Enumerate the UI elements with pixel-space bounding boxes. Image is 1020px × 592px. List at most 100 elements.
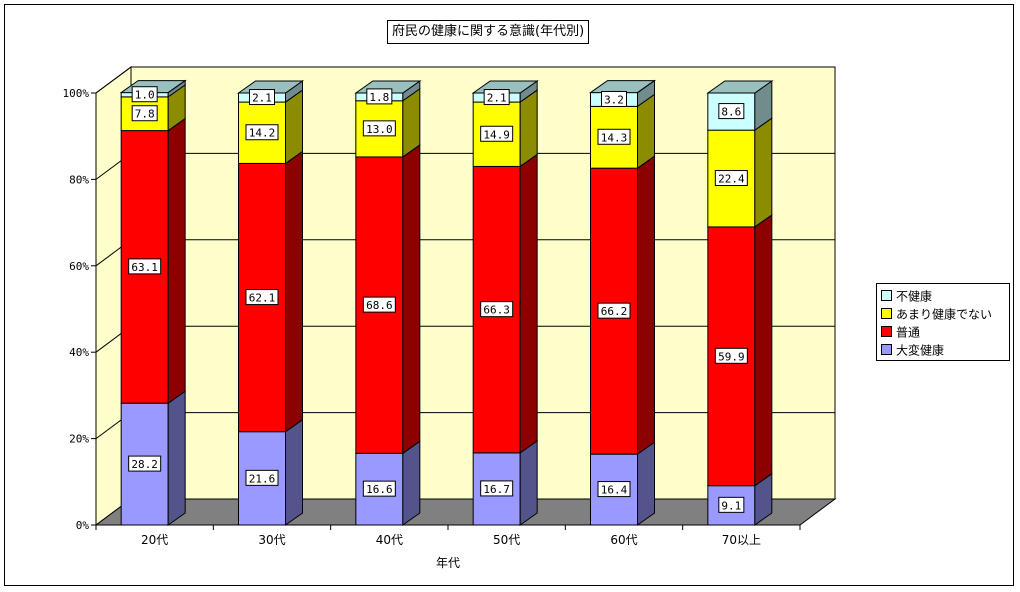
data-label: 2.1: [483, 89, 510, 106]
x-tick-label: 20代: [141, 533, 168, 547]
legend-swatch-unhealthy: [881, 290, 892, 301]
legend-swatch-not-very-healthy: [881, 308, 892, 319]
data-label-text: 59.9: [718, 350, 745, 363]
data-label: 59.9: [714, 347, 748, 364]
data-label: 68.6: [362, 296, 396, 313]
data-label-box: [480, 125, 514, 142]
data-label-box: [483, 89, 510, 106]
data-label: 16.6: [362, 480, 396, 497]
data-label: 16.7: [480, 480, 514, 497]
data-label-box: [245, 124, 279, 141]
bar-segment-side: [637, 155, 655, 456]
data-label-text: 2.1: [487, 92, 507, 105]
y-tick-label: 20%: [69, 433, 89, 446]
data-label-box: [714, 347, 748, 364]
bar-segment-side: [167, 117, 186, 405]
data-label: 3.2: [601, 90, 627, 107]
data-label-text: 16.6: [366, 483, 393, 496]
data-label: 62.1: [245, 289, 279, 306]
data-label-box: [714, 170, 748, 187]
chart-legend: 不健康 あまり健康でない 普通 大変健康: [876, 283, 1010, 361]
data-label-box: [249, 89, 275, 106]
x-tick-label: 50代: [493, 533, 520, 547]
data-label-text: 68.6: [366, 299, 393, 312]
data-label-box: [597, 128, 631, 145]
bar-segment-side: [285, 89, 303, 165]
data-label: 66.3: [480, 301, 514, 318]
data-label-text: 28.2: [131, 458, 158, 471]
bar-segment-side: [519, 153, 538, 454]
data-label: 2.1: [249, 89, 275, 106]
data-label: 13.0: [362, 120, 396, 137]
data-label-text: 66.2: [601, 305, 628, 318]
bar-segment-side: [167, 390, 186, 526]
data-label-text: 13.0: [366, 123, 393, 136]
legend-label-very-healthy: 大変健康: [896, 343, 945, 358]
data-label-box: [480, 301, 514, 318]
legend-label-not-very-healthy: あまり健康でない: [896, 307, 993, 322]
data-label: 1.0: [131, 86, 158, 103]
y-tick-label: 80%: [69, 173, 89, 186]
data-label-box: [128, 455, 162, 472]
bar-segment-side: [519, 439, 538, 526]
data-label-box: [597, 302, 631, 319]
y-tick-label: 60%: [69, 260, 89, 273]
data-label-text: 62.1: [249, 292, 276, 305]
data-label: 8.6: [718, 103, 745, 120]
data-label-text: 1.0: [135, 89, 155, 102]
y-tick-label: 100%: [63, 87, 90, 100]
data-label-box: [362, 120, 396, 137]
bar-segment-side: [402, 143, 421, 455]
data-label: 21.6: [245, 469, 279, 486]
data-label-text: 7.8: [135, 108, 155, 121]
data-label: 22.4: [714, 170, 748, 187]
x-tick-label: 60代: [610, 533, 637, 547]
data-label-box: [718, 496, 745, 513]
x-axis-title: 年代: [436, 556, 460, 570]
data-label-box: [131, 105, 158, 122]
data-label-text: 22.4: [718, 173, 745, 186]
data-label: 14.2: [245, 124, 279, 141]
data-label-box: [245, 289, 279, 306]
data-label: 63.1: [128, 258, 162, 275]
data-label: 14.3: [597, 128, 631, 145]
data-label-text: 14.9: [483, 128, 510, 141]
bar-segment-side: [285, 150, 303, 433]
data-label-text: 8.6: [721, 106, 741, 119]
x-tick-label: 30代: [258, 533, 285, 547]
data-label: 7.8: [131, 105, 158, 122]
data-label: 28.2: [128, 455, 162, 472]
data-label-box: [597, 481, 631, 498]
chart-title: 府民の健康に関する意識(年代別): [387, 20, 590, 44]
data-label-box: [718, 103, 745, 120]
data-label-box: [366, 88, 393, 105]
data-label-text: 1.8: [369, 91, 389, 104]
legend-swatch-normal: [881, 326, 892, 337]
data-label-text: 63.1: [131, 261, 158, 274]
legend-item-unhealthy: 不健康: [881, 288, 932, 304]
bar-segment-side: [519, 89, 538, 168]
bar-segment-side: [402, 440, 421, 526]
bar-segment-side: [285, 418, 303, 526]
data-label: 16.4: [597, 481, 631, 498]
y-tick-label: 0%: [76, 519, 90, 532]
data-label-text: 3.2: [604, 93, 624, 106]
bar-segment: [706, 80, 774, 132]
data-label-text: 14.3: [601, 131, 628, 144]
data-label-text: 66.3: [483, 304, 510, 317]
data-label-text: 14.2: [249, 127, 276, 140]
data-label-text: 16.4: [601, 484, 628, 497]
data-label-box: [131, 86, 158, 103]
y-tick-label: 40%: [69, 346, 89, 359]
data-label-box: [601, 90, 627, 107]
data-label-text: 21.6: [249, 472, 276, 485]
legend-swatch-very-healthy: [881, 344, 892, 355]
gridline: [95, 66, 835, 94]
bar-segment-side: [637, 93, 655, 170]
data-label-box: [128, 258, 162, 275]
data-label-text: 9.1: [721, 499, 741, 512]
x-tick-label: 40代: [376, 533, 403, 547]
x-tick-label: 70以上: [722, 533, 761, 547]
data-label-box: [245, 469, 279, 486]
legend-item-not-very-healthy: あまり健康でない: [881, 306, 992, 322]
